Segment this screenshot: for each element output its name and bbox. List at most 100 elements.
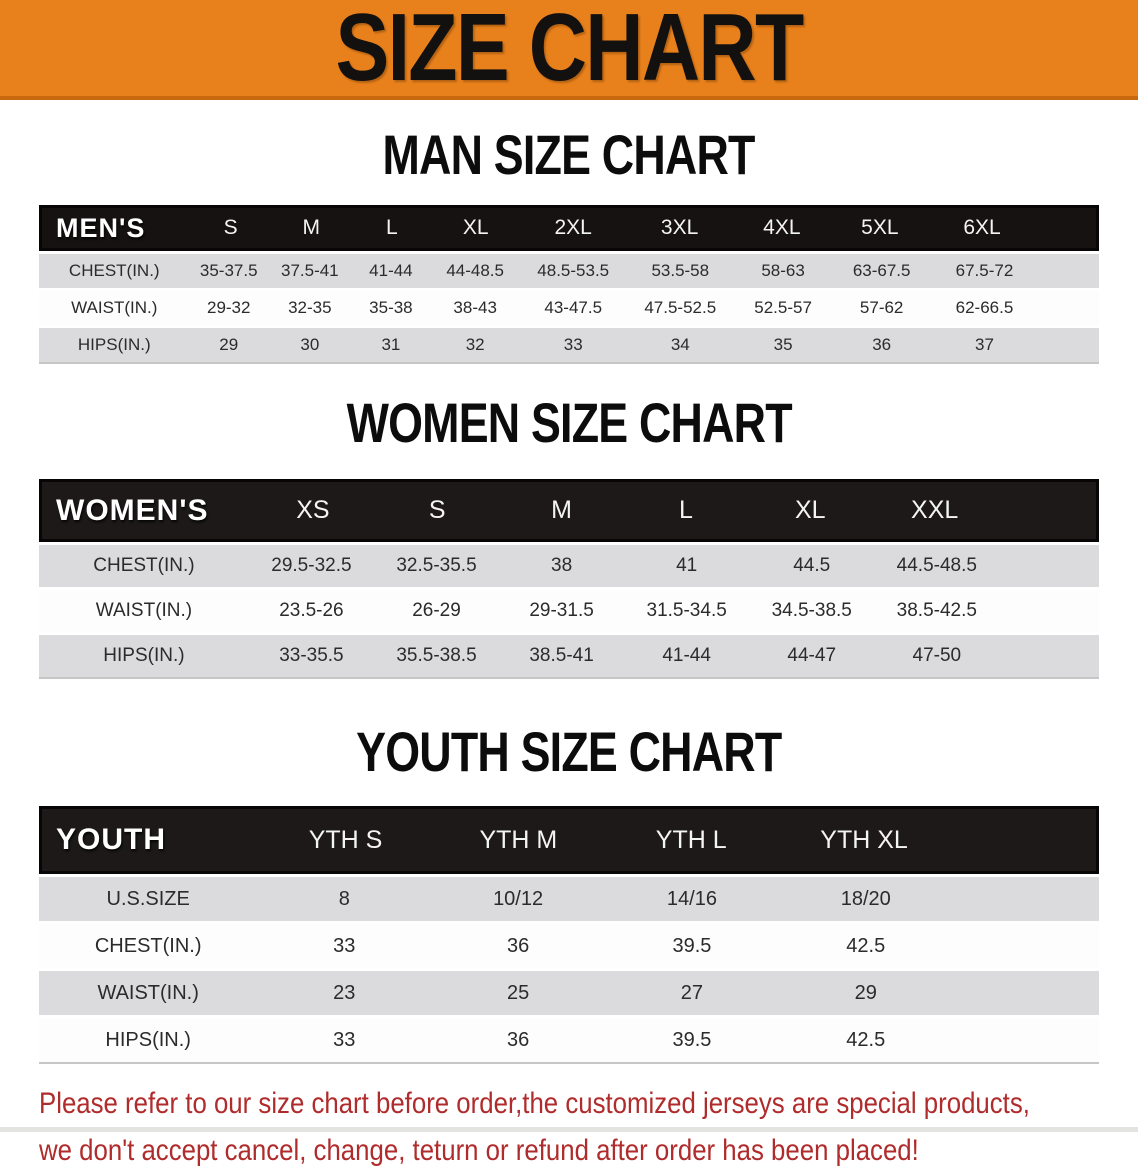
- size-column-header: YTH L: [655, 825, 727, 854]
- measurement-value: 10/12: [493, 887, 544, 910]
- measurement-value: 36: [872, 335, 892, 354]
- size-column-header: XS: [296, 496, 330, 524]
- measurement-value: 37.5-41: [280, 261, 339, 280]
- size-column-header: 4XL: [763, 216, 801, 239]
- size-column-header: 5XL: [861, 216, 899, 239]
- measurement-value: 33: [563, 335, 583, 354]
- men-heading-text: MAN SIZE CHART: [382, 123, 756, 186]
- size-column-header: XXL: [911, 496, 959, 524]
- measurement-value: 18/20: [840, 887, 891, 910]
- measurement-value: 43-47.5: [544, 298, 603, 317]
- size-group-label: MEN'S: [56, 212, 146, 243]
- measurement-label: CHEST(IN.): [68, 261, 160, 280]
- measurement-row: CHEST(IN.) 33 36 39.5 42.5: [39, 924, 1099, 968]
- youth-section-heading: YOUTH SIZE CHART: [0, 719, 1138, 784]
- measurement-value: 47-50: [912, 645, 962, 666]
- measurement-value: 52.5-57: [754, 298, 812, 317]
- size-column-header: YTH XL: [820, 825, 908, 854]
- measurement-value: 62-66.5: [955, 298, 1014, 317]
- measurement-label: WAIST(IN.): [71, 298, 158, 317]
- measurement-value: 42.5: [846, 934, 886, 957]
- size-column-header: S: [223, 216, 238, 239]
- women-section-heading: WOMEN SIZE CHART: [0, 390, 1138, 455]
- size-column-header: YTH S: [308, 825, 383, 854]
- measurement-value: 8: [338, 887, 350, 910]
- measurement-value: 44.5: [793, 555, 831, 576]
- measurement-value: 41: [676, 555, 698, 576]
- measurement-label: WAIST(IN.): [97, 981, 199, 1004]
- measurement-value: 42.5: [846, 1028, 886, 1051]
- measurement-value: 38.5-42.5: [896, 600, 977, 621]
- measurement-value: 23: [333, 981, 356, 1004]
- measurement-value: 35-38: [369, 298, 413, 317]
- youth-heading-text: YOUTH SIZE CHART: [356, 720, 782, 783]
- size-chart-banner: SIZE CHART: [0, 0, 1138, 101]
- measurement-value: 44-48.5: [446, 261, 504, 280]
- measurement-value: 33-35.5: [279, 645, 344, 666]
- measurement-value: 29-32: [206, 298, 251, 317]
- measurement-row: WAIST(IN.) 29-32 32-35 35-38 38-43 43-47.5 47.…: [39, 291, 1099, 325]
- measurement-value: 41-44: [662, 645, 711, 666]
- men-size-table: MEN'S S M L XL 2XL 3XL 4XL 5XL 6XL CHEST(IN.) 35-37…: [39, 205, 1099, 364]
- measurement-value: 29: [219, 335, 239, 354]
- measurement-value: 57-62: [859, 298, 904, 317]
- measurement-row: HIPS(IN.) 33-35.5 35.5-38.5 38.5-41 41-44 44-…: [39, 635, 1099, 677]
- measurement-label: HIPS(IN.): [103, 645, 185, 666]
- bottom-edge-strip: [0, 1127, 1138, 1132]
- measurement-label: U.S.SIZE: [106, 887, 190, 910]
- measurement-row: WAIST(IN.) 23 25 27 29: [39, 971, 1099, 1015]
- measurement-value: 67.5-72: [955, 261, 1014, 280]
- measurement-value: 35-37.5: [199, 261, 258, 280]
- disclaimer-line-2: we don't accept cancel, change, teturn o…: [39, 1134, 919, 1167]
- size-group-label: YOUTH: [56, 823, 166, 856]
- men-section-heading: MAN SIZE CHART: [0, 122, 1138, 187]
- size-table-header: MEN'S S M L XL 2XL 3XL 4XL 5XL 6XL: [39, 205, 1099, 251]
- banner-title: SIZE CHART: [335, 0, 804, 101]
- size-table-header: WOMEN'S XS S M L XL XXL: [39, 479, 1099, 542]
- size-column-header: L: [678, 496, 693, 524]
- measurement-value: 30: [300, 335, 320, 354]
- measurement-value: 25: [506, 981, 530, 1004]
- measurement-value: 38: [551, 555, 573, 576]
- measurement-value: 35.5-38.5: [396, 645, 477, 666]
- measurement-value: 41-44: [369, 261, 413, 280]
- measurement-row: HIPS(IN.) 29 30 31 32 33 34 35 36 37: [39, 328, 1099, 362]
- size-column-header: XL: [795, 496, 826, 524]
- measurement-value: 27: [680, 981, 704, 1004]
- measurement-value: 31: [381, 335, 401, 354]
- measurement-value: 37: [975, 335, 994, 354]
- measurement-value: 36: [506, 1028, 530, 1051]
- measurement-value: 32.5-35.5: [396, 555, 477, 576]
- measurement-value: 48.5-53.5: [537, 261, 610, 280]
- measurement-row: U.S.SIZE 8 10/12 14/16 18/20: [39, 877, 1099, 921]
- measurement-label: CHEST(IN.): [94, 934, 202, 957]
- measurement-row: HIPS(IN.) 33 36 39.5 42.5: [39, 1018, 1099, 1062]
- measurement-value: 58-63: [761, 261, 805, 280]
- measurement-value: 29-31.5: [529, 600, 594, 621]
- measurement-value: 34.5-38.5: [771, 600, 852, 621]
- women-heading-text: WOMEN SIZE CHART: [346, 391, 792, 454]
- measurement-value: 53.5-58: [651, 261, 710, 280]
- measurement-value: 38-43: [453, 298, 497, 317]
- size-table-header: YOUTH YTH S YTH M YTH L YTH XL: [39, 806, 1099, 874]
- measurement-value: 32: [465, 335, 485, 354]
- measurement-value: 63-67.5: [852, 261, 911, 280]
- measurement-value: 29.5-32.5: [271, 555, 352, 576]
- measurement-value: 33: [333, 1028, 356, 1051]
- measurement-value: 35: [773, 335, 793, 354]
- measurement-value: 47.5-52.5: [644, 298, 717, 317]
- size-column-header: 3XL: [660, 216, 699, 239]
- measurement-row: WAIST(IN.) 23.5-26 26-29 29-31.5 31.5-34.5 34…: [39, 590, 1099, 632]
- measurement-row: CHEST(IN.) 35-37.5 37.5-41 41-44 44-48.5 48.5…: [39, 254, 1099, 288]
- measurement-value: 26-29: [412, 600, 461, 621]
- measurement-label: HIPS(IN.): [77, 335, 151, 354]
- measurement-label: CHEST(IN.): [93, 555, 195, 576]
- size-column-header: L: [386, 216, 398, 239]
- size-group-label: WOMEN'S: [56, 493, 209, 527]
- measurement-value: 23.5-26: [279, 600, 344, 621]
- size-column-header: M: [302, 216, 321, 239]
- measurement-value: 44.5-48.5: [896, 555, 977, 576]
- measurement-value: 33: [333, 934, 356, 957]
- measurement-value: 38.5-41: [529, 645, 594, 666]
- youth-size-table: YOUTH YTH S YTH M YTH L YTH XL U.S.SIZE 8 10/12…: [39, 806, 1099, 1064]
